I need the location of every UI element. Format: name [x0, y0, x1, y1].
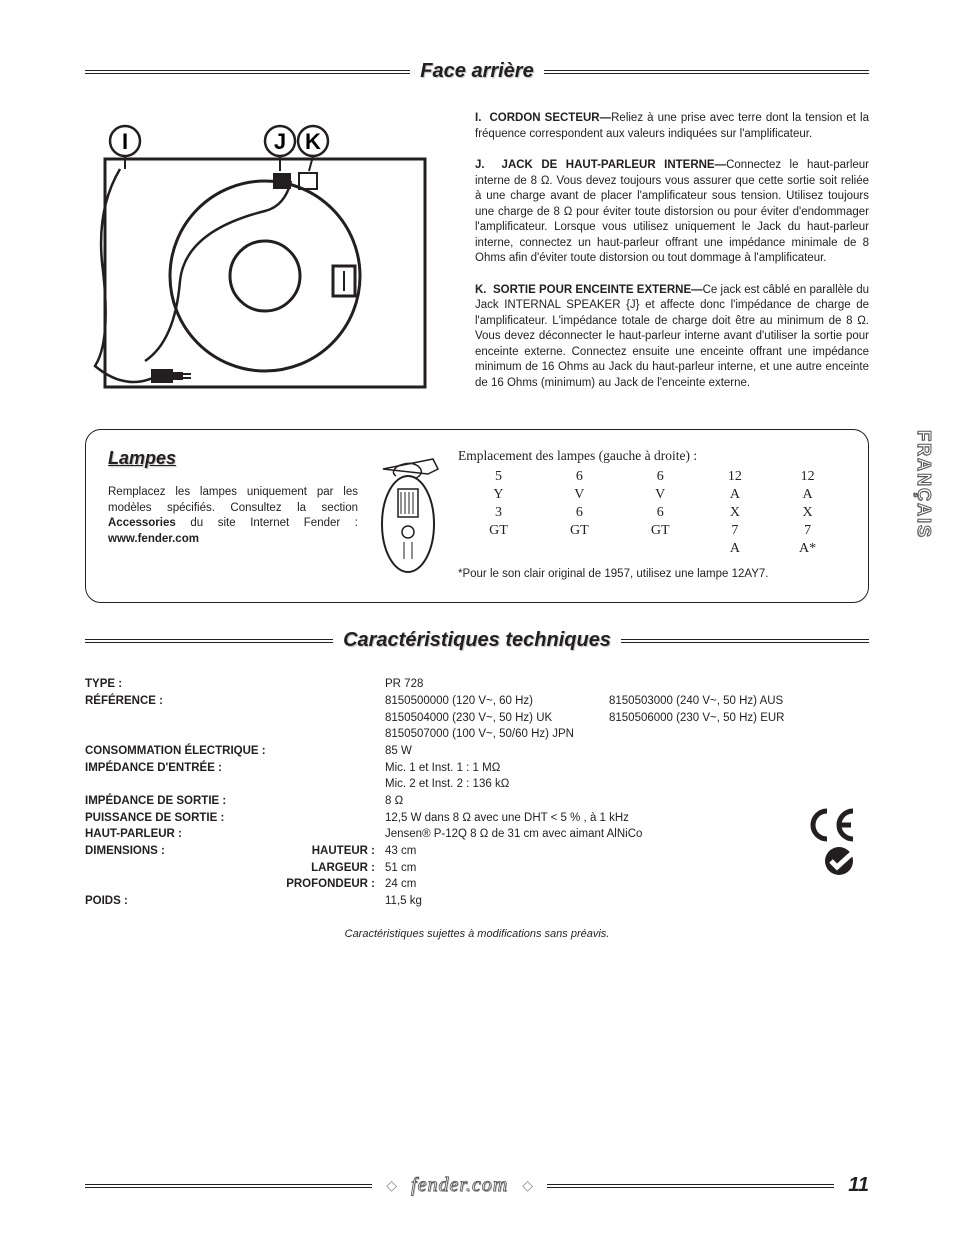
desc-body: Ce jack est câblé en parallèle du Jack I… — [475, 284, 869, 389]
footnote: Caractéristiques sujettes à modification… — [85, 928, 869, 940]
table-row: YVVAA — [458, 486, 846, 504]
lampes-box: Lampes Remplacez les lampes uniquement p… — [85, 429, 869, 603]
lampes-text-prefix: Remplacez les lampes uniquement par les … — [108, 486, 358, 514]
spec-weight: POIDS :11,5 kg — [85, 893, 869, 910]
diamond-icon: ◇ — [522, 1177, 533, 1194]
desc-item-j: J. JACK DE HAUT-PARLEUR INTERNE—Connecte… — [475, 158, 869, 267]
tube-note: *Pour le son clair original de 1957, uti… — [458, 568, 846, 580]
desc-key: I. — [475, 112, 481, 124]
footer-rule-left — [85, 1184, 372, 1188]
lampes-text-bold: Accessories — [108, 517, 176, 529]
table-row: 366XX — [458, 504, 846, 522]
desc-key: K. — [475, 284, 487, 296]
rule-right — [621, 639, 869, 643]
lampes-left: Lampes Remplacez les lampes uniquement p… — [108, 448, 358, 547]
diagram-label-k: K — [305, 129, 321, 154]
desc-title: CORDON SECTEUR— — [490, 112, 612, 124]
spec-output-impedance: IMPÉDANCE DE SORTIE :8 Ω — [85, 793, 869, 810]
desc-key: J. — [475, 159, 485, 171]
diagram-label-j: J — [274, 129, 286, 154]
desc-title: JACK DE HAUT-PARLEUR INTERNE— — [502, 159, 727, 171]
spec-power: CONSOMMATION ÉLECTRIQUE :85 W — [85, 743, 869, 760]
lampes-title: Lampes — [108, 448, 358, 469]
desc-body: Connectez le haut-parleur interne de 8 Ω… — [475, 159, 869, 264]
specs-block: TYPE :PR 728 RÉFÉRENCE :8150500000 (120 … — [85, 676, 869, 909]
tube-icon — [368, 454, 448, 584]
rule-left — [85, 70, 410, 74]
header-rule: Face arrière — [85, 60, 869, 83]
desc-title: SORTIE POUR ENCEINTE EXTERNE— — [493, 284, 703, 296]
rear-panel-diagram: I J K — [85, 111, 445, 401]
specs-title: Caractéristiques techniques — [343, 629, 611, 652]
specs-header-rule: Caractéristiques techniques — [85, 629, 869, 652]
spec-output-power: PUISSANCE DE SORTIE :12,5 W dans 8 Ω ave… — [85, 810, 869, 827]
footer-rule-right — [547, 1184, 834, 1188]
lampes-text: Remplacez les lampes uniquement par les … — [108, 485, 358, 547]
footer: ◇ fender.com ◇ 11 — [85, 1174, 869, 1197]
table-row: AA* — [458, 540, 846, 558]
diamond-icon: ◇ — [386, 1177, 397, 1194]
table-row: 5661212 — [458, 468, 846, 486]
spec-input-impedance: IMPÉDANCE D'ENTRÉE :Mic. 1 et Inst. 1 : … — [85, 760, 869, 777]
diagram-column: I J K — [85, 111, 445, 407]
tube-table: 5661212 YVVAA 366XX GTGTGT77 AA* — [458, 468, 846, 558]
spec-dimensions: DIMENSIONS : HAUTEUR : 43 cm — [85, 843, 869, 860]
desc-item-i: I. CORDON SECTEUR—Reliez à une prise ave… — [475, 111, 869, 142]
desc-item-k: K. SORTIE POUR ENCEINTE EXTERNE—Ce jack … — [475, 283, 869, 392]
rule-right — [544, 70, 869, 74]
lampes-text-mid: du site Internet Fender : — [176, 517, 358, 529]
top-row: I J K I. CORDON SECTEUR—Reliez à une pri… — [85, 111, 869, 407]
descriptions-column: I. CORDON SECTEUR—Reliez à une prise ave… — [475, 111, 869, 407]
lampes-right: Emplacement des lampes (gauche à droite)… — [458, 448, 846, 580]
footer-brand: fender.com — [411, 1174, 508, 1197]
tube-table-caption: Emplacement des lampes (gauche à droite)… — [458, 448, 846, 464]
page-number: 11 — [848, 1174, 869, 1197]
page-title: Face arrière — [420, 60, 533, 83]
spec-reference: RÉFÉRENCE :8150500000 (120 V~, 60 Hz)815… — [85, 693, 869, 710]
rule-left — [85, 639, 333, 643]
spec-type: TYPE :PR 728 — [85, 676, 869, 693]
ce-marks — [809, 807, 869, 880]
language-tab: FRANÇAIS — [913, 430, 934, 539]
table-row: GTGTGT77 — [458, 522, 846, 540]
lampes-text-link: www.fender.com — [108, 533, 199, 545]
diagram-label-i: I — [122, 129, 128, 154]
spec-speaker: HAUT-PARLEUR :Jensen® P-12Q 8 Ω de 31 cm… — [85, 826, 869, 843]
